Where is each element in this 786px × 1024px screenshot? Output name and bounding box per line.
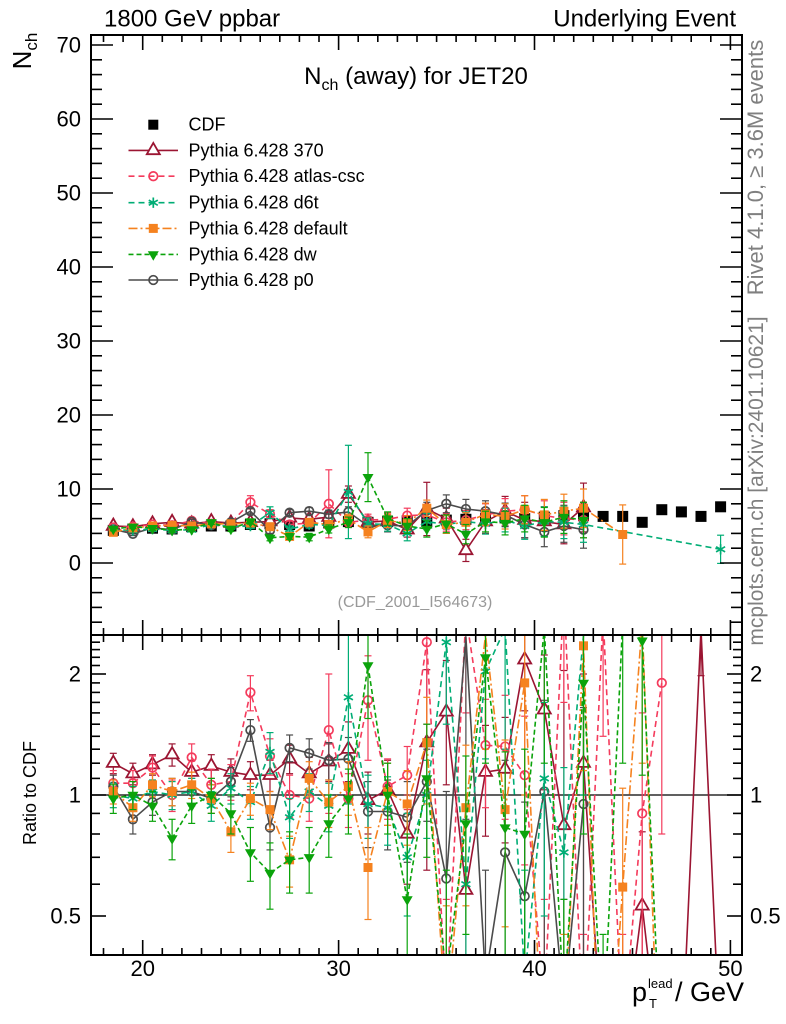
svg-text:40: 40 (522, 956, 546, 981)
svg-text:1800 GeV ppbar: 1800 GeV ppbar (104, 6, 280, 33)
svg-text:20: 20 (130, 956, 154, 981)
svg-text:50: 50 (718, 956, 742, 981)
svg-text:Pythia 6.428 default: Pythia 6.428 default (189, 218, 348, 238)
svg-text:Pythia 6.428 p0: Pythia 6.428 p0 (189, 270, 314, 290)
svg-text:30: 30 (57, 329, 81, 354)
svg-text:70: 70 (57, 33, 81, 58)
svg-text:/ GeV: / GeV (675, 977, 744, 1007)
svg-text:60: 60 (57, 107, 81, 132)
svg-text:0.5: 0.5 (750, 904, 781, 929)
svg-text:mcplots.cern.ch [arXiv:2401.10: mcplots.cern.ch [arXiv:2401.10621] (745, 316, 768, 645)
svg-text:CDF: CDF (189, 115, 226, 135)
svg-text:Pythia 6.428 370: Pythia 6.428 370 (189, 140, 324, 160)
svg-text:Underlying Event: Underlying Event (553, 6, 736, 33)
svg-text:p: p (632, 977, 647, 1007)
svg-text:Pythia 6.428 d6t: Pythia 6.428 d6t (189, 193, 319, 213)
svg-text:0: 0 (69, 551, 81, 576)
svg-text:10: 10 (57, 477, 81, 502)
svg-text:(CDF_2001_I564673): (CDF_2001_I564673) (338, 594, 493, 611)
svg-text:lead: lead (648, 976, 673, 991)
svg-text:0.5: 0.5 (50, 904, 81, 929)
svg-text:50: 50 (57, 181, 81, 206)
svg-text:1: 1 (750, 783, 762, 808)
svg-text:40: 40 (57, 255, 81, 280)
svg-text:2: 2 (750, 662, 762, 687)
svg-text:Ratio to CDF: Ratio to CDF (20, 741, 40, 845)
svg-text:T: T (649, 996, 657, 1011)
svg-text:1: 1 (69, 783, 81, 808)
svg-text:20: 20 (57, 403, 81, 428)
svg-text:Rivet 4.1.0, ≥ 3.6M events: Rivet 4.1.0, ≥ 3.6M events (743, 40, 768, 295)
svg-text:2: 2 (69, 662, 81, 687)
svg-text:Nch (away) for JET20: Nch (away) for JET20 (304, 63, 528, 94)
svg-text:Pythia 6.428 dw: Pythia 6.428 dw (189, 244, 318, 264)
svg-text:Pythia 6.428 atlas-csc: Pythia 6.428 atlas-csc (189, 166, 365, 186)
svg-text:30: 30 (326, 956, 350, 981)
